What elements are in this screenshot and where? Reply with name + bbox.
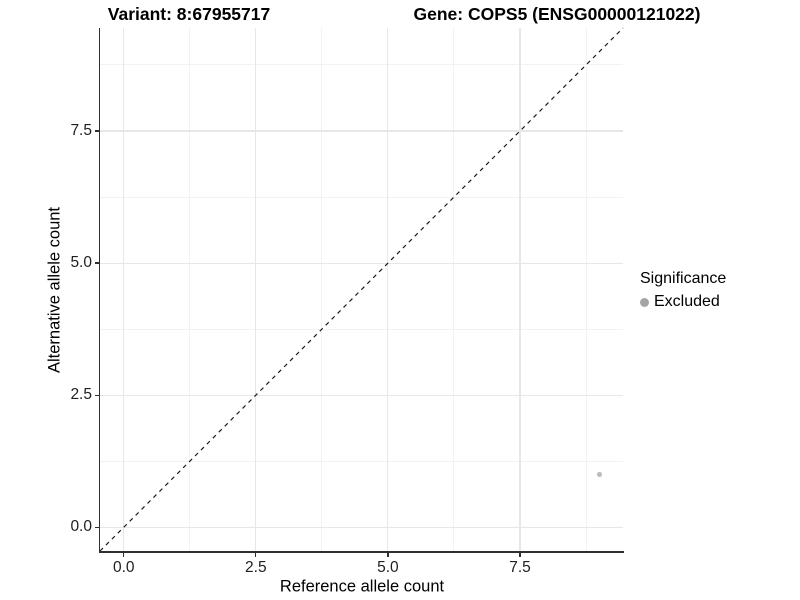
y-tick-label: 7.5 [70,122,92,139]
y-axis-label: Alternative allele count [45,206,64,374]
y-tick-label: 0.0 [70,518,92,536]
data-point [596,472,602,477]
y-tick-mark [94,262,100,264]
gridline-y-major [100,526,623,528]
y-tick-mark [94,394,100,396]
legend-title: Significance [640,270,727,287]
x-tick-mark [519,551,521,557]
legend: Significance Excluded [640,270,726,311]
legend-item-label: Excluded [654,293,720,310]
x-tick-label: 2.5 [245,559,267,576]
gridline-x-minor [453,28,455,551]
y-tick-mark [94,130,100,132]
gridline-x-major [387,28,389,551]
gridline-y-major [100,262,623,264]
gridline-y-minor [100,460,623,462]
gridline-y-major [100,130,623,132]
gridline-y-minor [100,328,623,330]
gridline-x-minor [585,28,587,551]
gridline-x-minor [189,28,191,551]
plot-panel [99,27,624,552]
gridline-x-major [123,28,125,551]
x-tick-mark [255,551,257,557]
x-axis-label: Reference allele count [279,577,445,596]
y-tick-mark [94,526,100,528]
legend-key-dot [640,297,649,307]
gridline-y-minor [100,64,623,66]
variant-title: Variant: 8:67955717 [107,4,271,24]
gridline-x-major [255,28,257,551]
x-axis-line [98,551,624,553]
gridline-x-minor [321,28,323,551]
gridline-y-minor [100,196,623,198]
y-axis-line [98,28,101,553]
gene-title: Gene: COPS5 (ENSG00000121022) [413,4,701,24]
x-tick-label: 5.0 [377,559,399,576]
identity-line [99,27,624,552]
gridline-x-major [519,28,521,551]
legend-item: Excluded [640,293,726,311]
identity-line-path [99,27,624,552]
x-tick-label: 7.5 [509,559,531,576]
gridline-y-major [100,394,623,396]
y-tick-label: 5.0 [70,254,92,272]
legend-items: Excluded [640,293,726,311]
x-tick-label: 0.0 [112,559,135,576]
y-tick-label: 2.5 [70,386,92,404]
x-tick-mark [123,551,125,557]
x-tick-mark [387,551,389,557]
